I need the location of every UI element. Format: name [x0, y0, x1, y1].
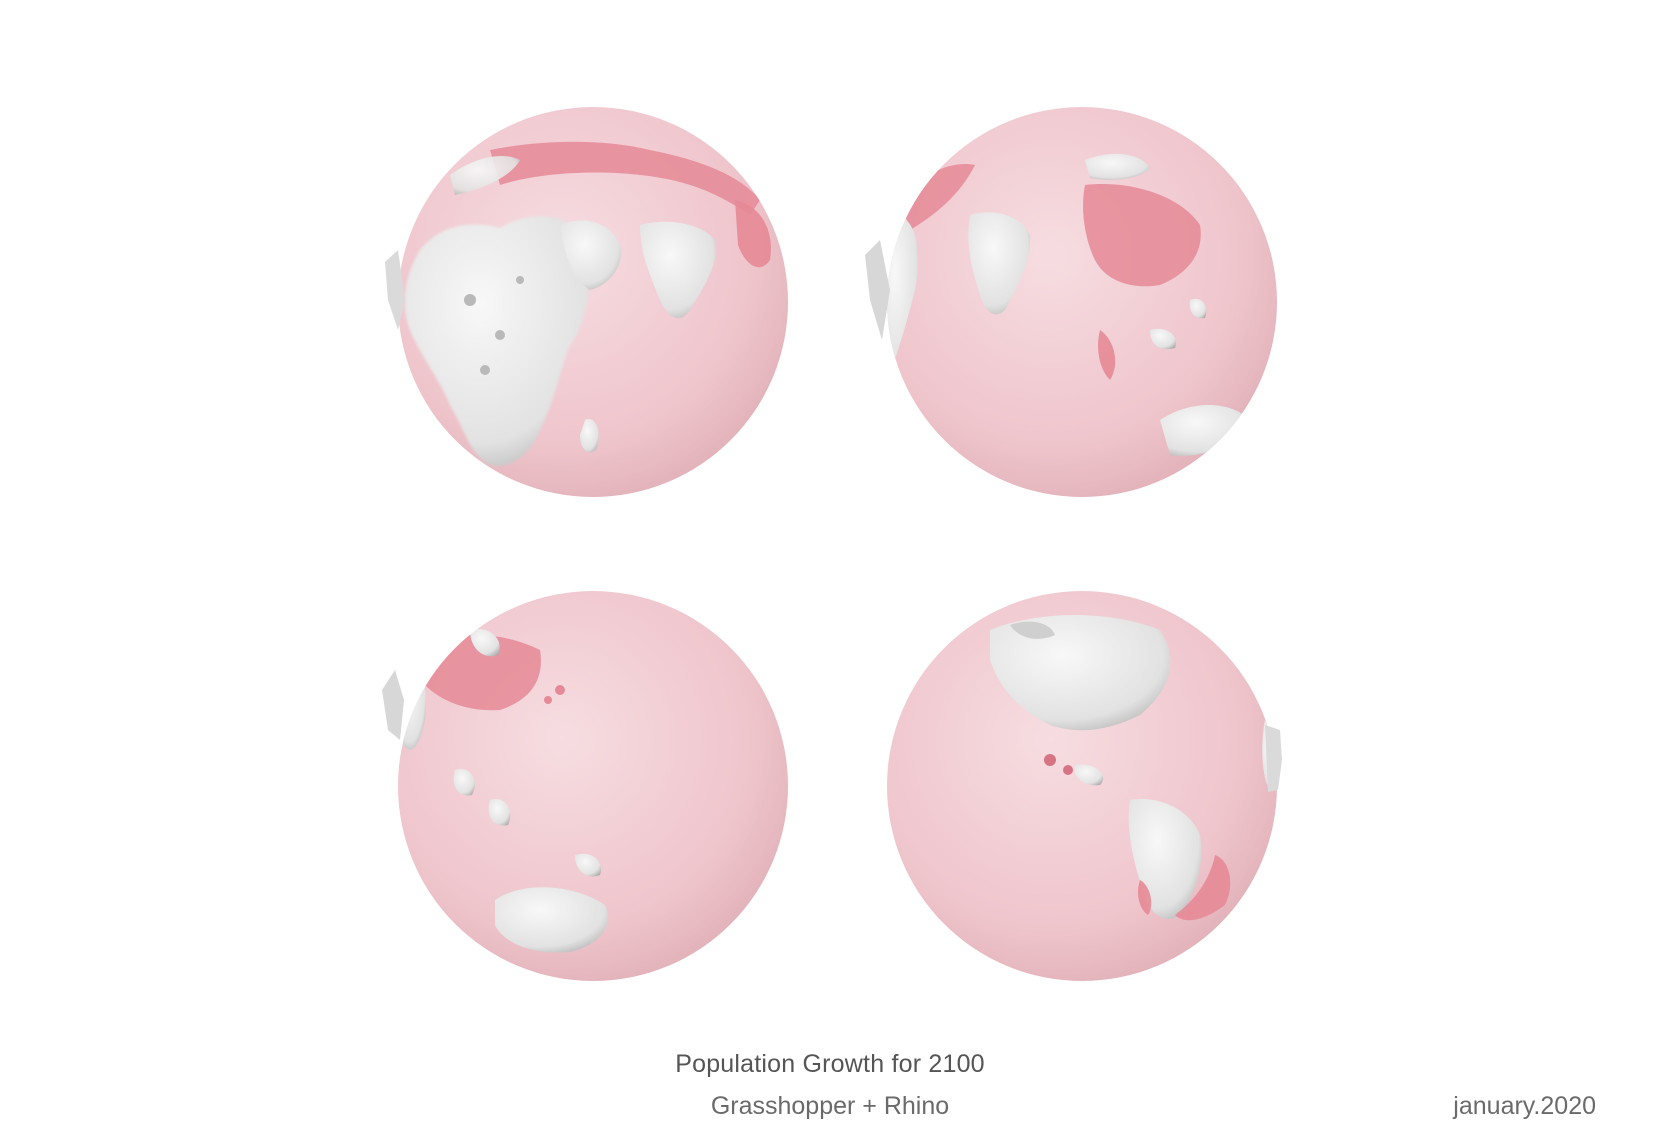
australia-landmass — [495, 887, 609, 953]
arabia-landmass — [560, 220, 621, 290]
island-landmass — [488, 799, 511, 826]
caribbean-landmass — [1074, 764, 1104, 786]
island-landmass — [575, 853, 601, 877]
africa-landmass — [404, 216, 595, 466]
growth-region — [1098, 330, 1116, 380]
globe-americas — [887, 591, 1282, 981]
globe-sphere — [887, 107, 1277, 497]
growth-region — [735, 200, 771, 268]
relief-edge — [1265, 725, 1282, 792]
relief-edge — [382, 670, 404, 740]
island-landmass — [1189, 298, 1207, 319]
growth-region — [420, 635, 541, 711]
growth-dot — [1044, 754, 1056, 766]
relief-pit — [464, 294, 476, 306]
growth-region — [1083, 184, 1201, 287]
growth-dot — [544, 696, 552, 704]
growth-region — [900, 164, 975, 230]
europe-landmass — [450, 155, 520, 195]
globe-pacific-australia — [398, 591, 788, 981]
relief-edge — [865, 240, 890, 340]
island-landmass — [470, 629, 500, 657]
india-landmass — [640, 221, 716, 319]
island-landmass — [1150, 328, 1176, 350]
island-landmass — [453, 769, 475, 796]
relief-peak — [1010, 621, 1055, 639]
growth-dot — [1063, 765, 1073, 775]
relief-pit — [480, 365, 490, 375]
india-landmass — [968, 212, 1031, 315]
caption-date: january.2020 — [1453, 1092, 1596, 1120]
relief-edge — [385, 250, 405, 330]
growth-region — [490, 141, 760, 215]
caption-title: Population Growth for 2100 — [675, 1050, 985, 1078]
relief-pit — [516, 276, 524, 284]
globe-asia-oceania — [887, 107, 1277, 497]
mongolia-landmass — [1085, 153, 1150, 180]
madagascar-landmass — [580, 419, 599, 453]
relief-pit — [495, 330, 505, 340]
australia-landmass — [1160, 405, 1250, 456]
north-america-landmass — [990, 615, 1171, 731]
growth-region — [1137, 880, 1152, 915]
globe-africa-europe-asia — [398, 107, 788, 497]
growth-dot — [555, 685, 565, 695]
growth-region — [1175, 855, 1231, 921]
caption-subtitle: Grasshopper + Rhino — [710, 1092, 950, 1120]
